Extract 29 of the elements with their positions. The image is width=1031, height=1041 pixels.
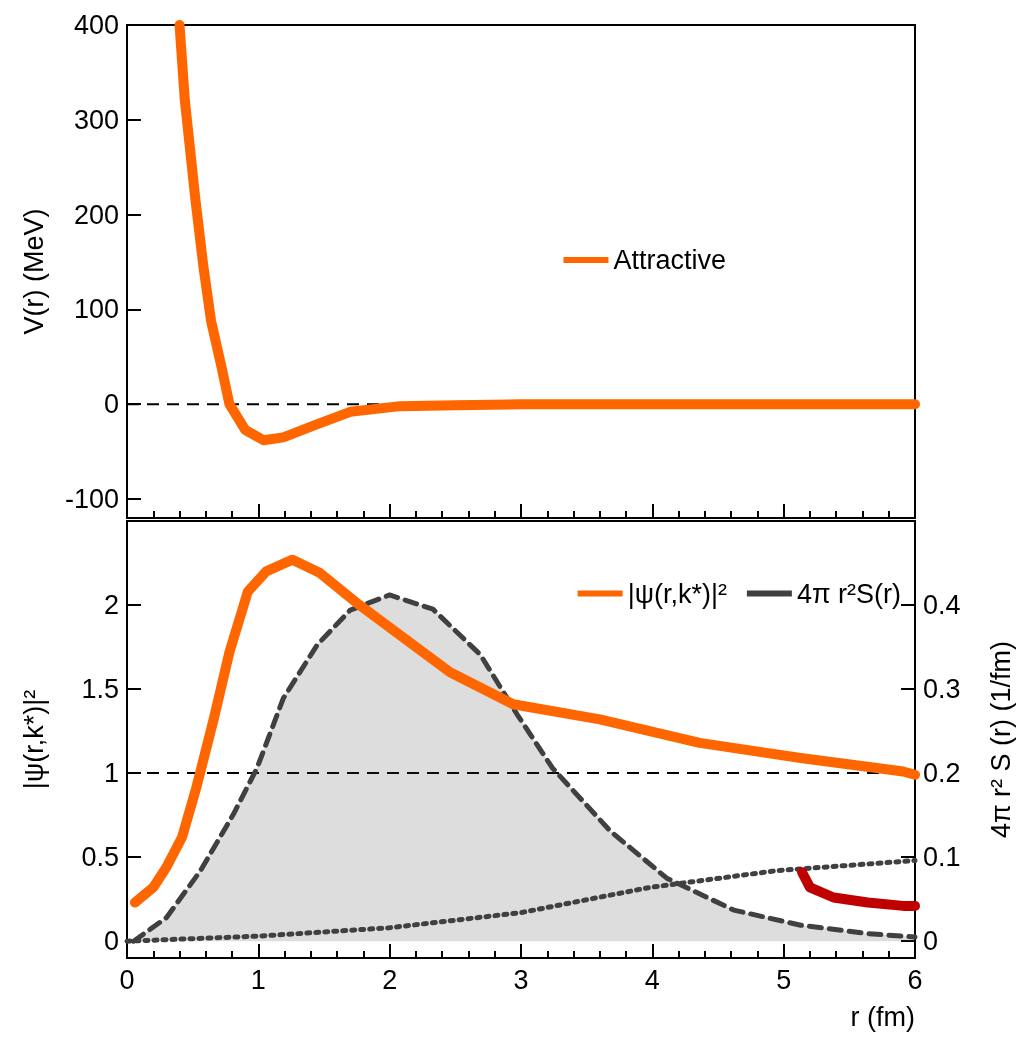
legend-label: 4π r²S(r): [796, 578, 902, 609]
y2-tick-label: 0: [923, 926, 939, 957]
y-tick-label: 300: [73, 104, 119, 135]
legend-label: Attractive: [613, 245, 727, 275]
legend-label: |ψ(r,k*)|²: [627, 578, 727, 609]
y-tick-label: 1: [103, 758, 119, 789]
y-tick-label: 100: [73, 294, 119, 325]
y-axis-title: V(r) (MeV): [18, 208, 49, 335]
y2-axis-title: 4π r² S (r) (1/fm): [985, 640, 1016, 839]
y-tick-label: -100: [64, 484, 119, 515]
y2-tick-label: 0.3: [923, 674, 961, 705]
x-tick-label: 2: [382, 964, 398, 995]
x-tick-label: 1: [250, 964, 266, 995]
y-axis-title: |ψ(r,k*)|²: [18, 689, 49, 790]
y-tick-label: 0: [103, 926, 119, 957]
y-tick-label: 0.5: [81, 842, 119, 873]
y2-tick-label: 0.4: [923, 590, 961, 621]
y-tick-label: 200: [73, 199, 119, 230]
y-tick-label: 2: [103, 590, 119, 621]
y-tick-label: 1.5: [81, 674, 119, 705]
y2-tick-label: 0.1: [923, 842, 961, 873]
x-tick-label: 6: [907, 964, 923, 995]
y2-tick-label: 0.2: [923, 758, 961, 789]
x-tick-label: 4: [644, 964, 660, 995]
x-axis-title: r (fm): [850, 1001, 915, 1032]
y-tick-label: 400: [73, 10, 119, 40]
y-tick-label: 0: [103, 389, 119, 420]
x-tick-label: 5: [776, 964, 792, 995]
x-tick-label: 3: [513, 964, 529, 995]
